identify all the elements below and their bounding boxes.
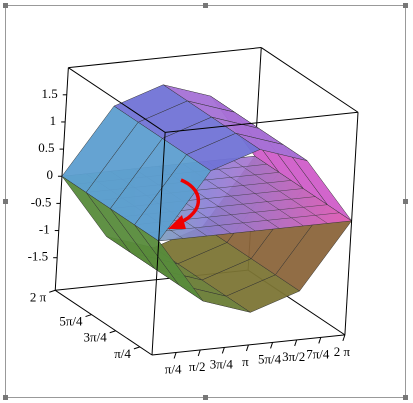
box-edge: [54, 67, 69, 291]
box-edge: [260, 47, 359, 113]
x-tick: [318, 337, 322, 344]
x-tick: [197, 349, 201, 357]
mesh-line: [230, 158, 328, 224]
y-tick: [85, 314, 92, 318]
box-edge: [54, 289, 153, 356]
z-tick-label: 1.5: [42, 86, 58, 101]
annotation-arrowhead: [168, 215, 186, 229]
box-edge: [68, 67, 166, 133]
surface-patch: [134, 154, 212, 242]
handles: [3, 3, 408, 400]
x-tick: [294, 339, 298, 347]
y-tick-label: 2 π: [30, 289, 47, 304]
z-tick-label: 0: [46, 167, 53, 182]
box-edge: [68, 47, 262, 69]
z-tick-label: -0.5: [31, 194, 52, 209]
x-tick-label: 2 π: [334, 344, 351, 359]
y-tick-label: π/4: [114, 346, 131, 361]
x-tick: [221, 347, 225, 354]
labels: 1.510.50-0.5-1-1.5π/4 π/2 3π/4 π 5π/4 3π/2 7π/…: [28, 86, 351, 377]
box-edge: [344, 112, 359, 335]
box-edge: [165, 111, 359, 133]
box-edge: [151, 132, 166, 356]
z-tick-label: 0.5: [38, 140, 54, 155]
y-tick: [49, 289, 56, 293]
box: [68, 47, 359, 356]
x-tick-label: 3π/2: [282, 349, 305, 364]
z-tick-label: 1: [50, 113, 57, 128]
x-tick-label: 3π/4: [210, 356, 234, 371]
z-tick-label: -1: [39, 222, 50, 237]
y-tick-label: 5π/4: [59, 314, 83, 329]
y-tick: [109, 330, 116, 334]
x-tick-label: π: [242, 354, 249, 369]
annotation-arrow: [177, 178, 201, 226]
x-tick: [270, 342, 274, 349]
surfaces: [61, 84, 353, 313]
x-tick-label: π/2: [189, 359, 206, 374]
mesh-line: [206, 161, 304, 227]
x-tick-label: 5π/4: [258, 351, 282, 366]
z-tick-label: -1.5: [28, 249, 49, 264]
y-tick: [133, 346, 141, 350]
x-tick-label: 7π/4: [306, 346, 330, 361]
x-tick: [245, 344, 249, 352]
x-tick: [342, 334, 346, 342]
x-tick-label: π/4: [165, 361, 182, 376]
y-tick-label: 3π/4: [84, 330, 108, 345]
x-tick: [173, 352, 177, 359]
